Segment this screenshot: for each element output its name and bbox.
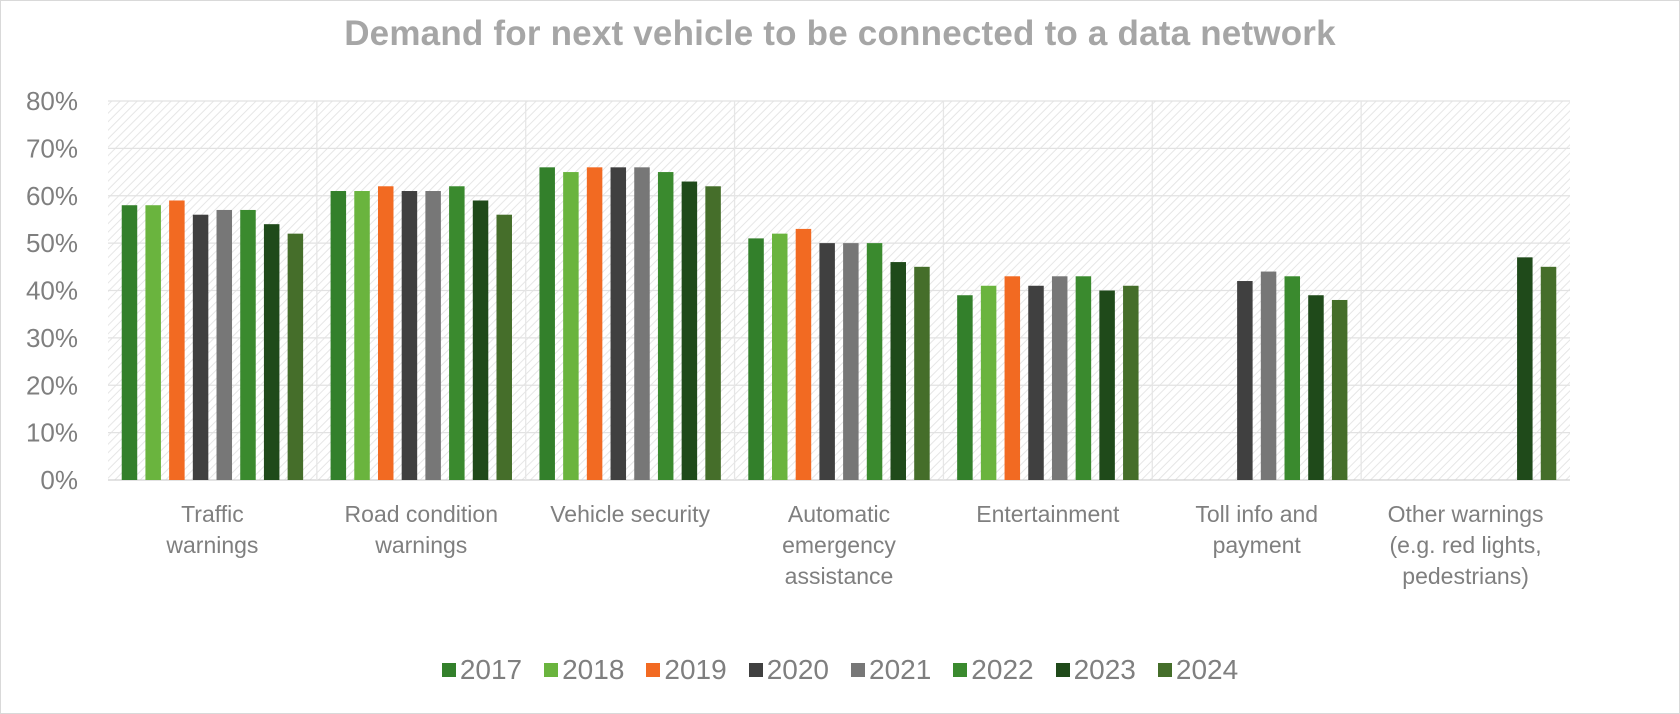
bar-2023 [1308, 295, 1324, 480]
legend-swatch [851, 663, 865, 677]
bar-2023 [472, 200, 489, 481]
x-tick-label: Toll info and [1195, 501, 1318, 527]
y-tick-label: 20% [26, 370, 78, 400]
bar-2019 [169, 200, 185, 481]
bar-2017 [957, 295, 973, 480]
bar-2020 [192, 214, 209, 480]
bar-2021 [216, 209, 233, 480]
bar-2024 [496, 214, 512, 480]
bar-2020 [610, 167, 627, 480]
bar-2021 [1260, 271, 1277, 480]
bar-2024 [705, 186, 721, 480]
bar-2021 [425, 191, 441, 480]
x-tick-label: emergency [782, 532, 896, 558]
legend-swatch [748, 663, 763, 677]
bar-2020 [1237, 281, 1253, 480]
bar-2017 [330, 191, 347, 480]
legend-item: 2024 [1157, 654, 1239, 686]
legend-item: 2019 [646, 654, 727, 686]
legend-label: 2023 [1073, 654, 1136, 685]
legend-swatch [1055, 663, 1070, 677]
bar-2023 [1099, 290, 1115, 480]
bar-2020 [1028, 285, 1044, 480]
legend-item: 2020 [748, 654, 829, 686]
bar-2021 [843, 243, 859, 480]
legend: 2017 2018 2019 2020 2021 2022 2023 2024 [0, 654, 1680, 686]
bar-2017 [748, 238, 764, 480]
y-tick-label: 40% [26, 276, 78, 306]
bar-2022 [1075, 276, 1092, 480]
bar-2020 [819, 243, 835, 480]
bar-2018 [354, 191, 370, 480]
bar-2024 [1540, 266, 1557, 480]
y-tick-label: 0% [40, 465, 78, 495]
bar-2019 [377, 186, 394, 480]
y-tick-label: 60% [26, 181, 78, 211]
legend-swatch [646, 663, 661, 677]
bar-2018 [145, 205, 161, 480]
legend-swatch [1157, 663, 1172, 677]
legend-item: 2017 [441, 654, 523, 686]
bar-2019 [795, 228, 812, 480]
legend-item: 2022 [953, 654, 1034, 686]
legend-swatch [544, 663, 559, 677]
legend-label: 2017 [459, 654, 523, 685]
x-tick-label: (e.g. red lights, [1390, 532, 1542, 558]
y-tick-label: 70% [26, 133, 78, 163]
legend-label: 2022 [971, 654, 1034, 685]
x-tick-label: Vehicle security [550, 501, 710, 527]
bar-2022 [449, 186, 465, 480]
bar-2018 [563, 172, 579, 480]
bar-2021 [1051, 276, 1068, 480]
legend-item: 2018 [544, 654, 624, 686]
bar-2024 [914, 266, 930, 480]
chart-title: Demand for next vehicle to be connected … [344, 14, 1336, 53]
x-tick-label: Road condition [345, 501, 498, 527]
y-tick-label: 10% [26, 418, 78, 448]
bar-2021 [634, 167, 650, 480]
legend-swatch [441, 663, 456, 677]
legend-label: 2021 [869, 654, 932, 685]
legend-label: 2018 [562, 654, 625, 685]
x-tick-label: Other warnings [1388, 501, 1544, 527]
bar-2018 [772, 233, 788, 480]
bar-2023 [263, 224, 280, 480]
x-tick-label: Entertainment [976, 501, 1120, 527]
bar-2024 [1123, 285, 1139, 480]
bar-2019 [1004, 276, 1021, 480]
bar-2020 [401, 191, 418, 480]
legend-item: 2023 [1055, 654, 1136, 686]
bar-2022 [1284, 276, 1301, 480]
bar-2022 [657, 172, 674, 480]
x-tick-label: assistance [785, 563, 894, 589]
y-tick-label: 50% [26, 228, 78, 258]
x-tick-label: pedestrians) [1402, 563, 1529, 589]
legend-swatch [953, 663, 968, 677]
bar-2023 [681, 181, 698, 480]
bar-2017 [121, 205, 138, 480]
bar-2022 [240, 209, 256, 480]
bar-2019 [586, 167, 603, 480]
x-tick-label: Traffic [181, 501, 244, 527]
legend-item: 2021 [851, 654, 931, 686]
bar-2023 [1517, 257, 1533, 480]
y-tick-label: 30% [26, 323, 78, 353]
legend-label: 2020 [766, 654, 829, 685]
y-tick-label: 80% [26, 86, 78, 116]
x-tick-label: Automatic [788, 501, 890, 527]
x-tick-label: warnings [374, 532, 467, 558]
legend-label: 2024 [1175, 654, 1239, 685]
bar-2018 [980, 285, 997, 480]
x-tick-label: payment [1213, 532, 1302, 558]
bar-2024 [1331, 299, 1348, 480]
bar-2017 [539, 167, 555, 480]
bar-2023 [890, 262, 906, 480]
legend-label: 2019 [664, 654, 727, 685]
bar-2022 [866, 243, 883, 480]
bar-2024 [287, 233, 304, 480]
x-tick-label: warnings [165, 532, 258, 558]
